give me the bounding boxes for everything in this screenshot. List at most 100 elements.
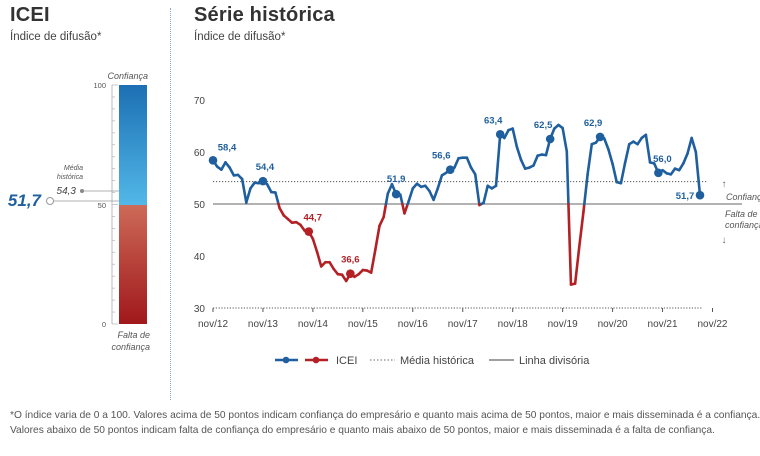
- highlight-point: [346, 269, 355, 278]
- icei-segment: [567, 202, 573, 286]
- annotation-falta-2: confiança: [725, 220, 760, 230]
- x-tick-label: nov/15: [348, 319, 378, 330]
- highlight-label: 56,0: [653, 154, 672, 165]
- icei-segment: [582, 202, 586, 214]
- icei-segment: [399, 193, 404, 206]
- highlight-point: [258, 176, 268, 186]
- legend-icei-red-dot: [312, 356, 320, 364]
- y-tick-label: 40: [194, 252, 206, 263]
- media-label-1: Média: [64, 165, 83, 172]
- gauge-label-falta-2: confiança: [111, 342, 150, 352]
- legend-icei-label: ICEI: [336, 355, 357, 367]
- icei-segment: [644, 133, 652, 164]
- icei-segment: [677, 162, 685, 172]
- highlight-label: 36,6: [341, 255, 360, 266]
- highlight-point: [545, 134, 555, 144]
- icei-segment: [682, 152, 689, 165]
- y-tick-label: 70: [194, 96, 206, 107]
- icei-segment: [265, 182, 273, 194]
- media-value: 54,3: [57, 186, 77, 197]
- icei-segment: [694, 150, 702, 197]
- icei-segment: [519, 158, 527, 170]
- highlight-point: [595, 132, 605, 142]
- icei-segment: [374, 224, 381, 252]
- chart-subtitle: Índice de difusão*: [194, 31, 286, 43]
- y-tick-label: 50: [194, 200, 206, 211]
- icei-segment: [384, 192, 390, 206]
- icei-segment: [619, 161, 627, 185]
- footnote-line-2: Valores abaixo de 50 pontos indicam falt…: [10, 425, 715, 436]
- x-tick-label: nov/13: [248, 319, 278, 330]
- highlight-point: [445, 165, 455, 174]
- x-tick-label: nov/18: [498, 319, 528, 330]
- gauge-label-0: 0: [102, 320, 106, 329]
- legend: ICEI Média histórica Linha divisória: [275, 355, 590, 367]
- x-tick-label: nov/20: [598, 319, 628, 330]
- highlight-label: 44,7: [303, 213, 322, 224]
- gauge: 100 50 0 Confiança Falta de confiança Mé…: [8, 71, 150, 352]
- current-value: 51,7: [8, 191, 43, 210]
- highlight-point: [304, 227, 314, 236]
- icei-segment: [532, 154, 539, 167]
- icei-segment: [511, 127, 519, 149]
- annotation-confianca: Confiança: [726, 192, 760, 202]
- highlight-label: 63,4: [484, 115, 503, 126]
- y-tick-label: 30: [194, 304, 206, 315]
- icei-segment: [465, 156, 473, 169]
- x-tick-label: nov/14: [298, 319, 328, 330]
- icei-segment: [611, 162, 619, 184]
- gauge-label-confianca: Confiança: [107, 71, 148, 81]
- highlight-label: 62,5: [534, 120, 553, 131]
- legend-divisoria-label: Linha divisória: [519, 355, 590, 367]
- icei-segment: [577, 210, 585, 248]
- icei-segment: [515, 145, 523, 162]
- footnote-line-1: *O índice varia de 0 a 100. Valores acim…: [10, 410, 760, 421]
- highlight-label: 62,9: [584, 118, 603, 129]
- panel-separator: [170, 8, 171, 400]
- left-subtitle: Índice de difusão*: [10, 31, 102, 43]
- icei-segment: [315, 250, 323, 268]
- icei-segment: [278, 206, 286, 217]
- highlight-label: 58,4: [218, 142, 237, 153]
- y-tick-label: 60: [194, 148, 206, 159]
- gauge-confidence-bar: [119, 85, 147, 205]
- icei-segment: [686, 136, 693, 155]
- icei-segment: [407, 187, 415, 203]
- icei-segment: [583, 173, 589, 206]
- icei-segment: [328, 260, 336, 271]
- highlight-point: [654, 168, 663, 178]
- gauge-label-50: 50: [98, 201, 106, 210]
- gauge-no-confidence-bar: [119, 205, 147, 324]
- icei-segment: [240, 177, 248, 204]
- icei-segment: [311, 237, 319, 254]
- icei-segment: [382, 202, 388, 219]
- chart-title: Série histórica: [194, 4, 335, 26]
- icei-segment: [565, 150, 570, 206]
- gauge-ticks: [112, 84, 118, 325]
- x-tick-label: nov/22: [697, 319, 727, 330]
- x-tick-label: nov/21: [648, 319, 678, 330]
- icei-segment: [602, 137, 610, 151]
- icei-segment: [503, 128, 510, 140]
- icei-segment: [432, 187, 440, 202]
- highlight-label: 51,7: [676, 191, 695, 202]
- icei-segment: [436, 174, 444, 190]
- left-title: ICEI: [10, 4, 50, 26]
- icei-segment: [469, 166, 477, 176]
- icei-segment: [607, 148, 614, 166]
- x-tick-label: nov/12: [198, 319, 228, 330]
- icei-segment: [274, 191, 280, 206]
- icei-segment: [403, 202, 410, 215]
- media-dot: [80, 189, 84, 193]
- highlight-label: 54,4: [256, 162, 275, 173]
- x-tick-label: nov/17: [448, 319, 478, 330]
- x-tick-label: nov/16: [398, 319, 428, 330]
- icei-segment: [378, 215, 385, 228]
- icei-segment: [561, 126, 569, 153]
- highlight-point: [208, 156, 218, 165]
- gauge-label-100: 100: [93, 81, 106, 90]
- highlight-label: 51,9: [387, 174, 406, 185]
- highlight-point: [695, 190, 705, 200]
- icei-segment: [473, 173, 481, 206]
- arrow-down-icon: ↓: [722, 235, 727, 246]
